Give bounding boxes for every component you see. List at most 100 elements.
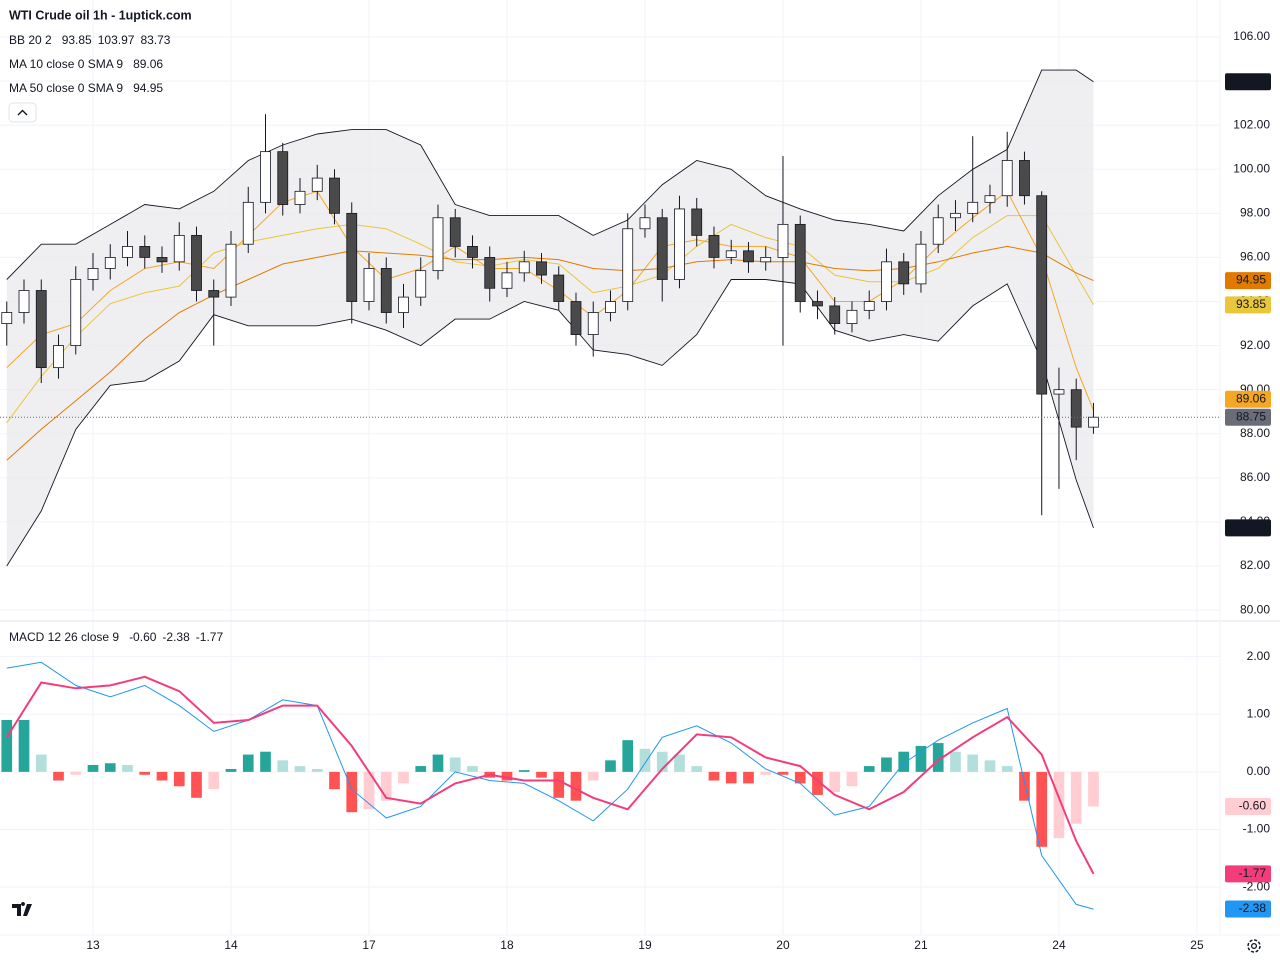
candle-body: [1019, 160, 1030, 197]
legend-name: MA 50 close 0 SMA 9: [9, 81, 123, 95]
histogram-bar: [1036, 771, 1048, 847]
histogram-bar: [812, 771, 823, 795]
histogram-bar: [35, 754, 47, 772]
histogram-bar: [622, 740, 634, 772]
axis-badge: [1225, 73, 1271, 91]
candle-body: [208, 290, 220, 298]
histogram-bar: [553, 771, 565, 798]
candle-body: [380, 268, 392, 313]
histogram-bar: [984, 760, 996, 772]
histogram-bar: [311, 768, 323, 772]
histogram-bar: [760, 771, 772, 775]
y-tick-label: 2.00: [1247, 649, 1271, 663]
candle-body: [329, 177, 340, 214]
candle-body: [691, 208, 703, 236]
candle-body: [863, 301, 875, 311]
histogram-bar: [570, 771, 582, 801]
histogram-bar: [605, 760, 616, 772]
histogram-bar: [1053, 771, 1065, 839]
y-tick-label: -2.00: [1243, 879, 1271, 893]
axes: 13141718192021242580.0082.0084.0086.0088…: [86, 29, 1271, 952]
candle-body: [294, 190, 306, 205]
histogram-bar: [863, 766, 875, 772]
x-tick-label: 19: [638, 938, 652, 952]
candle-body: [363, 268, 375, 302]
indicator-line: [6, 215, 1094, 423]
candle-body: [156, 257, 168, 263]
candle-body: [225, 243, 237, 298]
candle-body: [777, 223, 789, 258]
macd-line: [6, 661, 1094, 910]
legend-name: MA 10 close 0 SMA 9: [9, 57, 123, 71]
histogram-bar: [415, 766, 427, 772]
candle-body: [536, 261, 547, 276]
histogram-bar: [656, 751, 668, 772]
histogram-bar: [208, 771, 220, 790]
candle-body: [760, 257, 772, 263]
candle-body: [398, 296, 409, 313]
y-tick-label: 80.00: [1240, 602, 1270, 616]
collapse-icon: [17, 109, 28, 116]
histogram-bar: [139, 771, 151, 775]
histogram-bar: [1, 719, 13, 772]
y-tick-label: 82.00: [1240, 558, 1270, 572]
histogram-bar: [18, 719, 30, 772]
gear-outer: [1247, 939, 1261, 953]
collapse-button[interactable]: [8, 102, 37, 123]
axis-badge: [1225, 408, 1271, 426]
gear-inner: [1250, 942, 1258, 950]
candle-body: [570, 301, 582, 335]
x-tick-label: 20: [776, 938, 790, 952]
histogram-bar: [398, 771, 409, 784]
collapse-button-box[interactable]: [8, 102, 37, 123]
axis-badge-label: 88.75: [1236, 409, 1266, 423]
candle-body: [191, 234, 202, 291]
legend-value: 93.85: [62, 33, 92, 47]
histogram-bar: [932, 743, 944, 772]
histogram-bar: [277, 760, 289, 772]
candle-body: [950, 212, 961, 219]
candle-body: [605, 301, 616, 313]
legend-name: BB 20 2: [9, 33, 52, 47]
histogram-bar: [260, 751, 271, 772]
candle-body: [656, 217, 668, 280]
histogram-bar: [846, 771, 858, 787]
histogram-bar: [122, 764, 133, 772]
chart-title: WTI Crude oil 1h - 1uptick.com: [9, 8, 192, 22]
axis-badge: [1225, 519, 1271, 537]
candle-body: [18, 290, 30, 313]
histogram-bar: [1070, 771, 1082, 824]
settings-button[interactable]: [1247, 939, 1261, 953]
histogram-bar: [1088, 771, 1099, 807]
histogram-bar: [898, 751, 910, 772]
histogram-bar: [587, 771, 599, 781]
histogram-bar: [1001, 766, 1013, 772]
histogram-bar: [518, 770, 530, 772]
candle-body: [432, 217, 444, 272]
y-tick-label: 98.00: [1240, 206, 1270, 220]
candle-body: [122, 246, 133, 258]
histogram-bar: [639, 748, 651, 772]
histogram-bar: [363, 771, 375, 810]
indicator-line: [6, 245, 1094, 461]
signal-line: [5, 675, 1095, 875]
axis-badge-label: 94.95: [1236, 273, 1266, 287]
axis-badge: [1225, 865, 1271, 883]
logo[interactable]: [7, 893, 41, 927]
x-tick-label: 24: [1052, 938, 1066, 952]
histogram-bar: [708, 771, 720, 781]
x-tick-label: 21: [914, 938, 928, 952]
axis-badge-label: 89.06: [1236, 391, 1266, 405]
legend: BB 20 2 93.85 103.97 83.73 MA 10 close 0 SMA…: [9, 33, 223, 644]
candle-body: [1036, 195, 1048, 395]
candle-body: [1070, 389, 1082, 428]
axis-badge-label: -2.38: [1239, 901, 1267, 915]
axis-badge-label: -1.77: [1239, 866, 1267, 880]
histogram-bar: [467, 766, 478, 772]
candle-body: [674, 208, 685, 280]
legend-value: -1.77: [196, 630, 224, 644]
candle-body: [622, 228, 634, 302]
y-tick-label: 102.00: [1233, 117, 1270, 131]
candle-body: [1053, 389, 1065, 395]
x-tick-label: 14: [224, 938, 238, 952]
